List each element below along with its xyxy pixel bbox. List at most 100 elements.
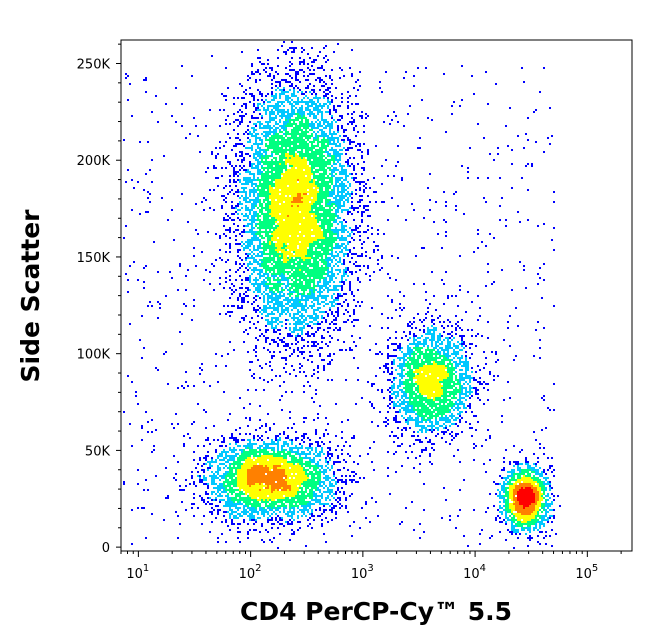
event-dot [319,285,321,287]
event-dot [281,303,283,305]
event-dot [255,279,257,281]
event-dot [249,173,251,175]
event-dot [295,313,297,315]
event-dot [335,155,337,157]
event-dot [197,463,199,465]
event-dot [327,123,329,125]
event-dot [217,485,219,487]
event-dot [141,425,143,427]
event-dot [249,361,251,363]
event-dot [389,391,391,393]
event-dot [285,73,287,75]
event-dot [257,309,259,311]
event-dot [287,95,289,97]
event-dot [339,203,341,205]
event-dot [349,479,351,481]
event-dot [265,95,267,97]
event-dot [297,529,299,531]
event-dot [301,47,303,49]
event-dot [277,73,279,75]
event-dot [503,509,505,511]
event-dot [421,417,423,419]
event-dot [457,407,459,409]
event-dot [287,309,289,311]
event-dot [289,117,291,119]
event-dot [425,449,427,451]
event-dot [309,355,311,357]
event-dot [317,55,319,57]
event-dot [519,221,521,223]
event-dot [511,473,513,475]
event-dot [271,153,273,155]
event-dot [299,367,301,369]
event-dot [501,421,503,423]
event-dot [333,497,335,499]
event-dot [257,295,259,297]
event-dot [241,235,243,237]
event-dot [331,511,333,513]
event-dot [311,297,313,299]
event-dot [259,297,261,299]
event-dot [233,179,235,181]
event-dot [249,141,251,143]
event-dot [455,327,457,329]
event-dot [293,299,295,301]
event-dot [319,453,321,455]
event-dot [231,289,233,291]
event-dot [311,305,313,307]
event-dot [291,521,293,523]
event-dot [467,361,469,363]
event-dot [361,243,363,245]
event-dot [257,197,259,199]
event-dot [479,377,481,379]
event-dot [271,105,273,107]
event-dot [273,321,275,323]
event-dot [295,325,297,327]
event-dot [239,123,241,125]
event-dot [261,127,263,129]
event-dot [237,191,239,193]
event-dot [345,299,347,301]
event-dot [495,83,497,85]
event-dot [339,327,341,329]
event-dot [527,467,529,469]
event-dot [329,355,331,357]
event-dot [305,509,307,511]
event-dot [407,339,409,341]
event-dot [509,397,511,399]
event-dot [267,315,269,317]
event-dot [293,423,295,425]
event-dot [367,381,369,383]
event-dot [241,241,243,243]
event-dot [307,79,309,81]
event-dot [353,87,355,89]
event-dot [553,409,555,411]
event-dot [445,417,447,419]
event-dot [207,461,209,463]
event-dot [323,123,325,125]
event-dot [315,497,317,499]
event-dot [421,247,423,249]
event-dot [441,517,443,519]
event-dot [175,121,177,123]
event-dot [241,97,243,99]
event-dot [301,329,303,331]
event-dot [389,407,391,409]
event-dot [457,347,459,349]
event-dot [543,525,545,527]
event-dot [233,169,235,171]
event-dot [277,337,279,339]
event-dot [317,123,319,125]
event-dot [473,509,475,511]
event-dot [285,391,287,393]
event-dot [309,523,311,525]
event-dot [267,513,269,515]
event-dot [535,527,537,529]
event-dot [303,437,305,439]
event-dot [283,357,285,359]
event-dot [169,271,171,273]
event-dot [527,463,529,465]
event-dot [265,127,267,129]
event-dot [459,335,461,337]
event-dot [333,493,335,495]
